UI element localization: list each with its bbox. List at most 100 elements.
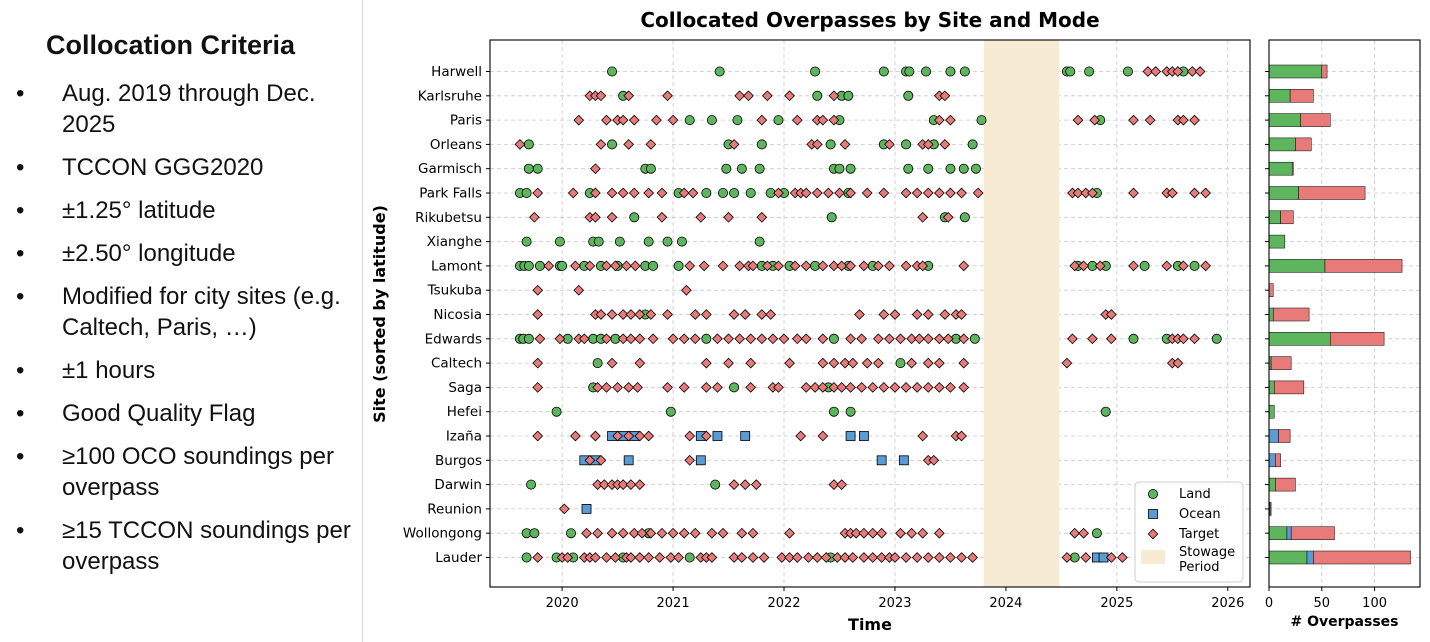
target-point	[784, 527, 795, 539]
criteria-item: • ≥100 OCO soundings per overpass	[0, 441, 352, 503]
land-point	[534, 260, 545, 271]
target-point	[656, 187, 668, 199]
target-point	[662, 90, 673, 102]
target-point	[634, 309, 646, 320]
target-point	[876, 552, 888, 563]
target-point	[623, 139, 635, 150]
target-point	[1186, 66, 1198, 77]
legend-target-marker	[1147, 528, 1159, 540]
land-point	[557, 260, 568, 271]
land-bar	[1268, 186, 1299, 200]
land-point	[834, 163, 845, 174]
target-point	[662, 382, 673, 393]
target-point	[687, 187, 699, 199]
site-label: Caltech	[431, 356, 482, 372]
target-point	[1128, 187, 1139, 199]
target-point	[700, 309, 712, 320]
land-point	[701, 333, 712, 344]
target-point	[917, 527, 929, 539]
land-point	[1139, 260, 1150, 271]
criteria-item-text: ≥15 TCCON soundings per overpass	[62, 517, 351, 575]
criteria-item: • ±2.50° longitude	[0, 238, 352, 269]
target-point	[645, 309, 657, 320]
target-bar	[1270, 356, 1292, 370]
target-point	[1087, 187, 1098, 199]
ocean-point	[712, 431, 723, 441]
land-point	[523, 163, 534, 174]
target-point	[809, 382, 821, 393]
target-point	[543, 260, 555, 272]
target-bar	[1321, 64, 1328, 79]
land-point	[521, 187, 532, 198]
land-point	[843, 90, 854, 101]
criteria-item-text: ≥100 OCO soundings per overpass	[62, 443, 334, 501]
target-point	[791, 114, 803, 126]
x-tick-label: 2022	[767, 596, 800, 611]
criteria-item-text: ±2.50° longitude	[62, 240, 236, 267]
target-point	[712, 382, 723, 393]
target-point	[820, 552, 832, 563]
land-bar	[1268, 113, 1301, 127]
target-point	[689, 527, 701, 539]
target-point	[811, 552, 823, 563]
land-point	[714, 66, 725, 77]
target-point	[836, 479, 848, 490]
target-point	[845, 187, 856, 199]
target-point	[667, 114, 679, 126]
target-point	[651, 114, 662, 126]
target-point	[1061, 552, 1073, 563]
target-point	[628, 527, 640, 539]
target-point	[532, 284, 544, 296]
target-point	[578, 333, 590, 345]
target-point	[922, 357, 934, 369]
bar-x-axis-label: # Overpasses	[1291, 614, 1399, 630]
target-point	[776, 552, 788, 563]
target-point	[1200, 187, 1211, 199]
target-point	[634, 479, 646, 490]
target-point	[529, 211, 540, 223]
target-point	[784, 90, 795, 102]
ocean-point	[845, 431, 856, 441]
site-label: Xianghe	[427, 234, 482, 250]
target-point	[850, 527, 862, 539]
target-point	[689, 309, 701, 320]
x-tick-label: 2020	[546, 596, 579, 611]
legend-land-marker	[1148, 488, 1159, 499]
target-point	[1072, 187, 1084, 199]
bullet-icon: •	[16, 357, 25, 384]
legend-ocean-marker	[1148, 509, 1158, 519]
target-point	[956, 187, 967, 199]
target-point	[828, 260, 840, 272]
target-point	[700, 357, 712, 369]
target-point	[1069, 527, 1081, 539]
target-point	[911, 552, 923, 563]
target-point	[906, 357, 917, 369]
axes: 2020 2021 2022 2023 2024 2025 2026 0 50 100 Harwel…	[403, 39, 1421, 611]
bullet-icon: •	[16, 443, 25, 470]
target-point	[900, 382, 912, 393]
land-point	[878, 66, 889, 77]
target-bar	[1269, 502, 1272, 516]
land-point	[523, 333, 534, 344]
bullet-icon: •	[16, 517, 25, 544]
land-point	[554, 236, 565, 247]
target-point	[933, 357, 945, 369]
legend-stowage-label-line: Stowage	[1179, 545, 1235, 560]
target-point	[656, 211, 668, 223]
target-point	[1161, 260, 1173, 272]
land-point	[614, 236, 625, 247]
x-tick-label: 2024	[989, 596, 1022, 611]
target-point	[956, 309, 967, 320]
target-point	[758, 552, 770, 563]
criteria-item-text: ±1.25° latitude	[62, 197, 216, 224]
target-point	[933, 187, 945, 199]
target-point	[847, 357, 859, 369]
target-point	[872, 357, 884, 369]
target-point	[601, 260, 612, 272]
land-point	[665, 406, 676, 417]
target-point	[634, 552, 646, 563]
target-point	[595, 309, 607, 320]
target-point	[895, 527, 906, 539]
target-point	[634, 357, 646, 369]
land-bar	[1268, 404, 1275, 419]
